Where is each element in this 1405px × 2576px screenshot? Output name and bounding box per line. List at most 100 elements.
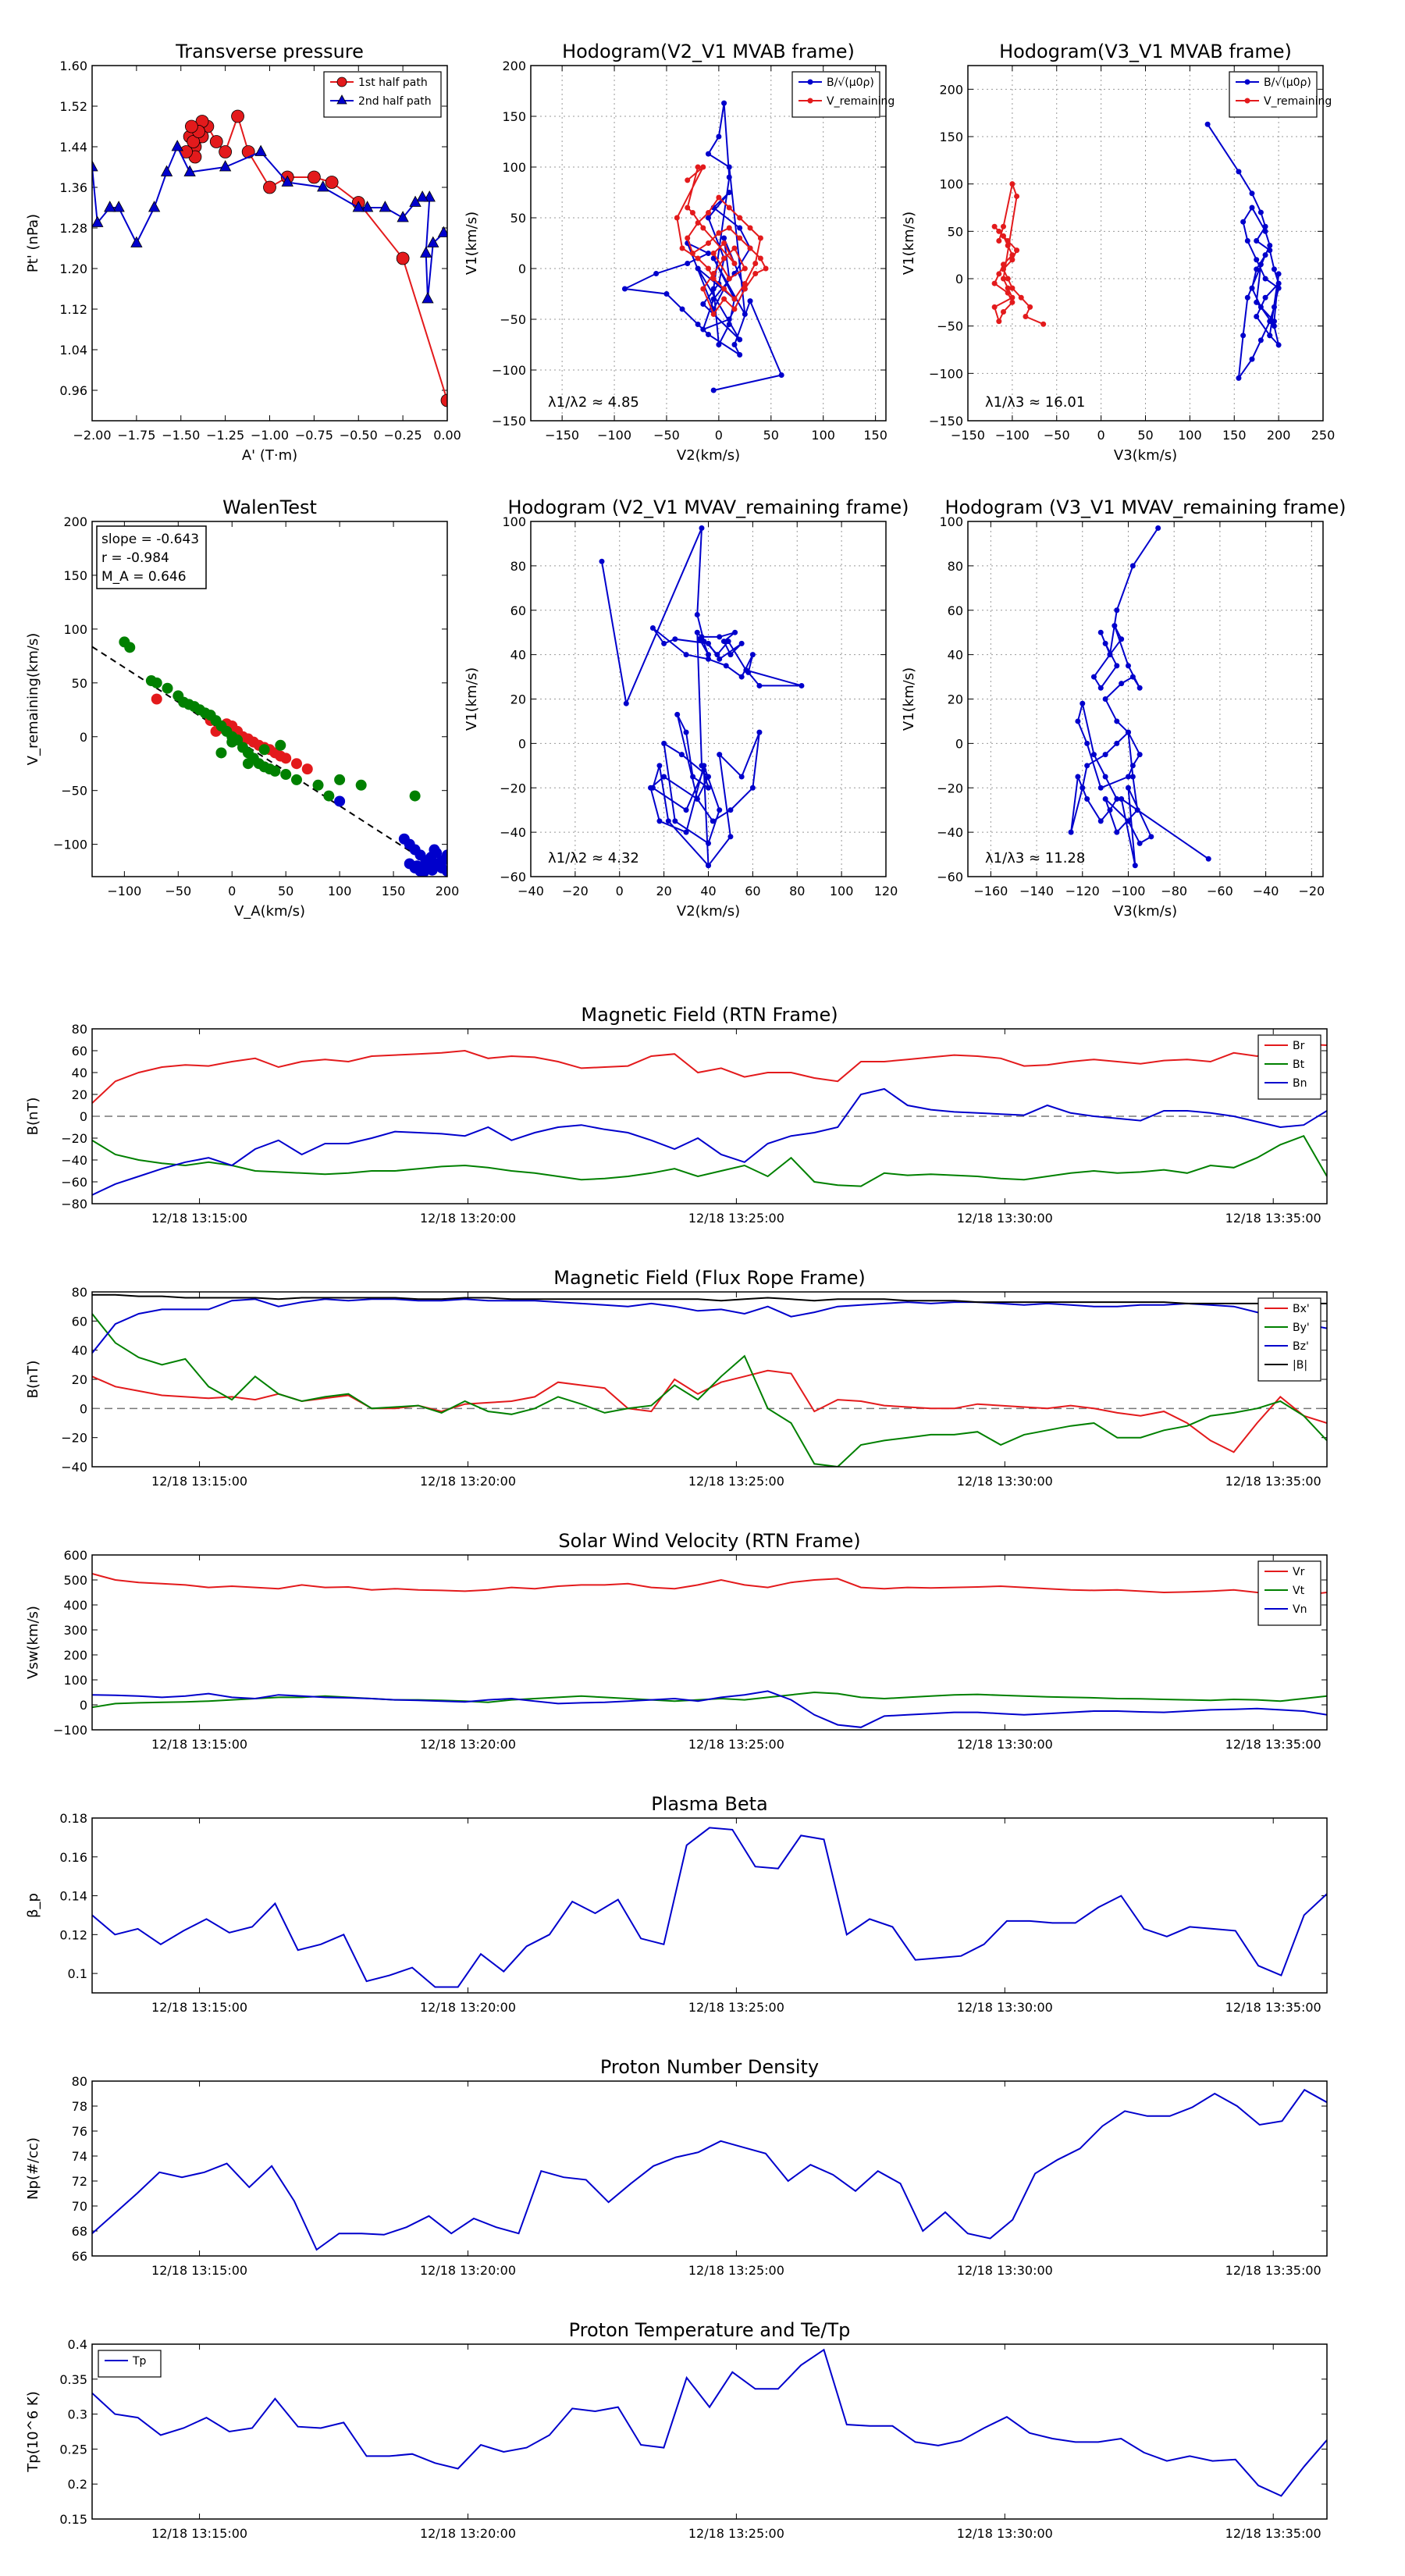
x-tick-label: −0.25 bbox=[384, 428, 422, 443]
y-tick-label: 1.36 bbox=[59, 180, 87, 195]
data-point bbox=[716, 133, 722, 140]
x-tick-label: 120 bbox=[874, 884, 898, 898]
data-point bbox=[799, 682, 805, 688]
data-point bbox=[397, 211, 409, 222]
y-tick-label: 1.44 bbox=[59, 140, 87, 155]
data-point bbox=[1075, 774, 1081, 780]
panel-proton-number-density: Proton Number Density 66 68 70 72 74 76 78 80 12/… bbox=[25, 2056, 1328, 2278]
y-tick-label: 68 bbox=[72, 2224, 87, 2239]
x-tick-label: 100 bbox=[1178, 428, 1202, 443]
data-point bbox=[396, 251, 410, 265]
legend-label: Bz' bbox=[1293, 1340, 1309, 1353]
data-point bbox=[716, 230, 722, 236]
axes-frame bbox=[91, 1028, 1328, 1204]
data-point bbox=[1090, 752, 1097, 758]
axes-frame bbox=[530, 521, 887, 877]
x-tick-label: 50 bbox=[1137, 428, 1153, 443]
data-point bbox=[187, 135, 201, 148]
legend-label: 1st half path bbox=[358, 76, 428, 89]
data-point bbox=[1125, 818, 1131, 824]
plot-area bbox=[119, 636, 447, 877]
data-point bbox=[1254, 299, 1260, 305]
data-point bbox=[317, 180, 329, 192]
data-point bbox=[695, 322, 701, 327]
data-point bbox=[280, 769, 292, 781]
data-point bbox=[721, 296, 727, 302]
plot-area bbox=[92, 2348, 1327, 2497]
data-point bbox=[1001, 266, 1006, 272]
data-point bbox=[726, 164, 732, 170]
y-tick-label: 1.28 bbox=[59, 221, 87, 236]
data-point bbox=[747, 245, 753, 251]
x-tick-label: 12/18 13:30:00 bbox=[957, 2000, 1053, 2015]
y-tick-label: 0.18 bbox=[59, 1811, 87, 1826]
data-point bbox=[727, 807, 734, 813]
data-point bbox=[700, 225, 706, 231]
x-tick-label: −50 bbox=[653, 428, 680, 443]
data-point bbox=[92, 160, 98, 172]
data-point bbox=[683, 729, 689, 735]
data-point bbox=[663, 291, 670, 297]
data-point bbox=[1005, 290, 1011, 296]
data-point bbox=[695, 220, 701, 226]
series-line-tp bbox=[92, 2348, 1327, 2497]
data-point bbox=[710, 251, 717, 256]
legend-label: |B| bbox=[1293, 1359, 1307, 1372]
x-tick-label: −140 bbox=[1019, 884, 1054, 898]
data-point bbox=[699, 525, 705, 532]
data-point bbox=[706, 863, 711, 869]
chart-title: Proton Number Density bbox=[600, 2056, 819, 2078]
data-point bbox=[148, 201, 161, 212]
series-line-bn bbox=[92, 1087, 1327, 1196]
data-point bbox=[991, 223, 998, 229]
data-point bbox=[706, 652, 711, 658]
plot-area bbox=[991, 121, 1282, 382]
data-point bbox=[689, 210, 695, 215]
x-tick-label: 0 bbox=[228, 884, 236, 898]
legend-label: B/√(μ0ρ) bbox=[1264, 76, 1311, 89]
axes-frame bbox=[91, 2343, 1328, 2520]
chart-title: Magnetic Field (Flux Rope Frame) bbox=[553, 1267, 865, 1289]
data-point bbox=[757, 235, 763, 241]
data-point bbox=[672, 818, 678, 824]
data-point bbox=[710, 296, 717, 302]
data-point bbox=[717, 752, 723, 758]
data-point bbox=[701, 767, 707, 773]
x-tick-label: 50 bbox=[763, 428, 779, 443]
data-point bbox=[716, 194, 722, 201]
y-tick-label: 60 bbox=[72, 1044, 87, 1059]
data-point bbox=[701, 639, 707, 645]
data-point bbox=[1257, 209, 1264, 215]
data-point bbox=[352, 201, 365, 212]
x-tick-label: −80 bbox=[1161, 884, 1187, 898]
data-point bbox=[694, 629, 700, 635]
data-point bbox=[1023, 314, 1029, 320]
x-tick-label: 200 bbox=[1267, 428, 1291, 443]
data-point bbox=[312, 779, 324, 791]
y-tick-label: −60 bbox=[500, 870, 526, 884]
y-tick-label: 150 bbox=[939, 130, 963, 144]
y-axis-label: Tp(10^6 K) bbox=[25, 2391, 41, 2472]
y-tick-label: 150 bbox=[63, 568, 87, 583]
legend-label: B/√(μ0ρ) bbox=[827, 76, 874, 89]
data-point bbox=[991, 304, 998, 310]
data-point bbox=[1129, 763, 1136, 769]
data-point bbox=[1254, 314, 1260, 320]
x-tick-label: 12/18 13:15:00 bbox=[151, 1211, 247, 1226]
plot-area bbox=[92, 1573, 1327, 1728]
annotation-text: slope = -0.643 bbox=[101, 532, 199, 547]
data-point bbox=[440, 393, 447, 407]
data-point bbox=[1267, 243, 1273, 249]
data-point bbox=[674, 711, 681, 717]
series-line-bt bbox=[92, 1134, 1327, 1187]
y-axis-label: B(nT) bbox=[25, 1098, 41, 1136]
legend-label: Tp bbox=[132, 2355, 147, 2368]
data-point bbox=[737, 336, 743, 343]
x-tick-label: −160 bbox=[973, 884, 1008, 898]
legend-marker bbox=[807, 98, 813, 104]
legend-marker bbox=[1244, 98, 1250, 104]
x-tick-label: 100 bbox=[830, 884, 854, 898]
data-point bbox=[738, 640, 745, 646]
x-axis-label: V3(km/s) bbox=[1114, 447, 1177, 464]
data-point bbox=[1148, 834, 1154, 840]
